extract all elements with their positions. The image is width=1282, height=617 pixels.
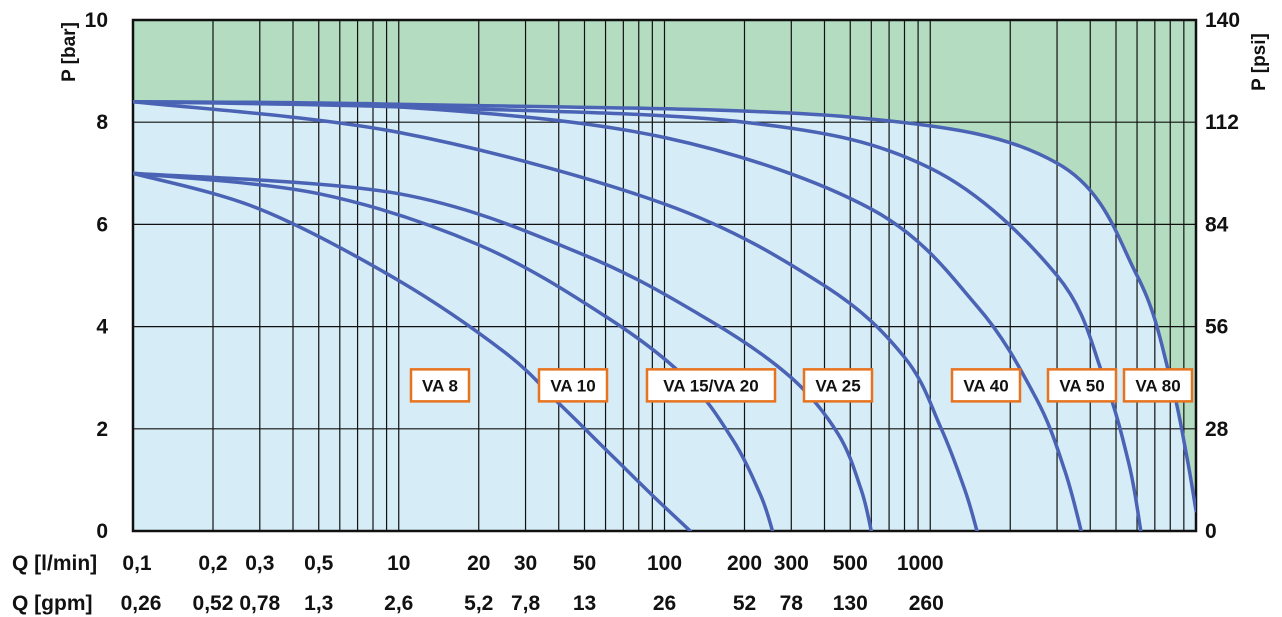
x-tick-label-lmin: 1000: [897, 552, 944, 575]
x-tick-label-gpm: 13: [573, 592, 596, 615]
y-tick-label: 8: [96, 111, 108, 134]
label-text: VA 50: [1059, 376, 1104, 395]
x-tick-label-gpm: 130: [833, 592, 868, 615]
x-tick-label-lmin: 20: [467, 552, 490, 575]
curve-label-va-80: VA 80: [1124, 369, 1192, 401]
x-tick-label-lmin: 0,1: [122, 552, 152, 575]
x-tick-label-lmin: 200: [727, 552, 762, 575]
x-tick-label-lmin: 0,5: [304, 552, 334, 575]
y-tick-label: 4: [96, 316, 108, 339]
curve-label-va-15-va-20: VA 15/VA 20: [647, 369, 775, 401]
curve-label-va-10: VA 10: [539, 369, 607, 401]
x-tick-label-gpm: 2,6: [384, 592, 413, 615]
x-axis-title-lmin: Q [l/min]: [12, 552, 97, 575]
curve-label-va-8: VA 8: [411, 369, 469, 401]
label-text: VA 15/VA 20: [663, 376, 758, 395]
x-axis-title-gpm: Q [gpm]: [12, 592, 92, 615]
y-axis-title-bar: P [bar]: [59, 22, 80, 82]
y-tick-label: 2: [96, 418, 108, 441]
x-tick-label-gpm: 1,3: [304, 592, 333, 615]
y-tick-label: 6: [96, 213, 108, 236]
x-tick-label-lmin: 50: [573, 552, 596, 575]
x-tick-label-gpm: 26: [653, 592, 676, 615]
label-text: VA 10: [550, 376, 595, 395]
x-tick-label-gpm: 78: [780, 592, 804, 615]
x-tick-label-gpm: 0,78: [239, 592, 280, 615]
y-tick-label: 0: [96, 520, 108, 543]
curve-label-va-40: VA 40: [952, 369, 1020, 401]
curve-label-va-25: VA 25: [804, 369, 872, 401]
x-tick-label-lmin: 300: [774, 552, 809, 575]
x-tick-label-lmin: 0,3: [245, 552, 274, 575]
y2-tick-label: 28: [1205, 418, 1229, 441]
y2-tick-label: 56: [1205, 316, 1228, 339]
label-text: VA 25: [815, 376, 860, 395]
x-tick-label-lmin: 0,2: [198, 552, 227, 575]
x-tick-label-gpm: 7,8: [511, 592, 541, 615]
y2-tick-label: 112: [1205, 111, 1239, 134]
y2-tick-label: 84: [1205, 213, 1229, 236]
x-tick-label-gpm: 260: [909, 592, 944, 615]
x-tick-label-gpm: 0,52: [193, 592, 234, 615]
x-tick-label-lmin: 500: [833, 552, 868, 575]
x-tick-label-lmin: 100: [647, 552, 682, 575]
y2-tick-label: 0: [1205, 520, 1217, 543]
y2-tick-label: 140: [1205, 9, 1240, 32]
curve-label-va-50: VA 50: [1048, 369, 1116, 401]
x-tick-label-lmin: 30: [514, 552, 537, 575]
x-tick-label-gpm: 0,26: [121, 592, 162, 615]
x-tick-label-gpm: 52: [733, 592, 756, 615]
label-text: VA 8: [422, 376, 458, 395]
label-text: VA 40: [963, 376, 1008, 395]
x-tick-label-gpm: 5,2: [464, 592, 493, 615]
y2-axis-title-psi: P [psi]: [1249, 33, 1270, 91]
x-tick-label-lmin: 10: [387, 552, 410, 575]
label-text: VA 80: [1135, 376, 1180, 395]
y-tick-label: 10: [85, 9, 108, 32]
